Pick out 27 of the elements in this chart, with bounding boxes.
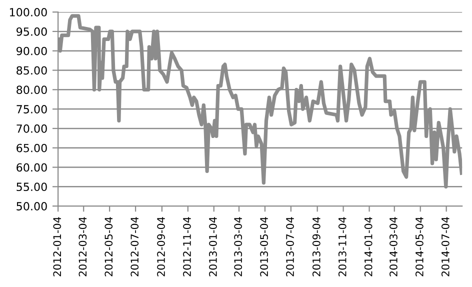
y-tick-label: 75.00 xyxy=(16,105,47,114)
y-tick-label: 70.00 xyxy=(16,124,47,133)
x-tick-label: 2012-07-04 xyxy=(130,217,139,276)
x-tick-label: 2012-05-04 xyxy=(104,217,113,276)
y-tick-label: 90.00 xyxy=(16,46,47,56)
y-tick-label: 65.00 xyxy=(16,144,47,152)
x-tick-label: 2014-03-04 xyxy=(390,217,398,276)
y-tick-label: 60.00 xyxy=(16,163,47,172)
x-tick-label: 2013-01-04 xyxy=(209,217,217,276)
x-tick-label: 2012-03-04 xyxy=(78,217,87,276)
x-tick-label: 2014-01-04 xyxy=(364,217,372,276)
x-tick-label: 2013-09-04 xyxy=(312,217,320,276)
y-tick-label: 95.00 xyxy=(16,27,47,36)
x-tick-label: 2013-11-04 xyxy=(338,217,346,276)
x-tick-label: 2014-05-04 xyxy=(416,217,424,276)
y-tick-label: 55.00 xyxy=(16,182,47,192)
x-tick-label: 2012-01-04 xyxy=(53,217,62,276)
y-tick-label: 50.00 xyxy=(16,202,47,210)
x-tick-label: 2013-03-04 xyxy=(234,217,242,276)
y-tick-label: 85.00 xyxy=(16,66,47,75)
y-tick-label: 100.00 xyxy=(10,8,47,16)
x-tick-label: 2013-05-04 xyxy=(260,217,268,276)
x-tick-label: 2013-07-04 xyxy=(286,217,294,276)
x-tick-label: 2014-07-04 xyxy=(441,217,450,276)
x-tick-label: 2012-09-04 xyxy=(157,217,165,276)
y-tick-label: 80.00 xyxy=(16,86,47,94)
x-tick-label: 2012-11-04 xyxy=(183,217,191,276)
